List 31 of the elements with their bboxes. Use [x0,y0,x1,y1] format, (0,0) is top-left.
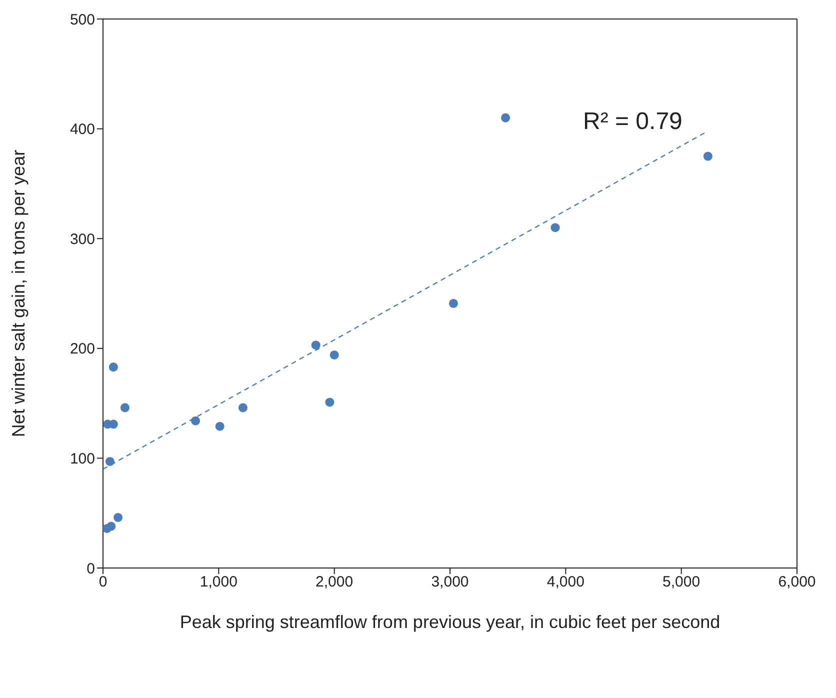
point [550,223,560,232]
y-tick-label: 100 [70,450,95,468]
x-tick-label: 6,000 [778,574,816,591]
point [215,422,224,431]
x-tick-label: 3,000 [431,574,469,591]
x-tick-label: 2,000 [316,574,354,591]
x-tick-label: 0 [98,574,108,591]
y-tick-label: 400 [70,121,95,138]
y-axis-title: Net winter salt gain, in tons per year [8,150,28,438]
point [238,403,248,412]
point [448,298,458,308]
point [108,362,118,372]
point [105,456,114,466]
point [325,398,334,407]
point [330,350,339,360]
y-tick-label: 0 [86,560,95,578]
y-tick-label: 500 [70,11,95,28]
x-tick-label: 1,000 [200,574,238,591]
point [120,403,130,412]
point [114,512,123,522]
x-tick-label: 4,000 [546,574,584,591]
x-tick-label: 5,000 [662,574,700,591]
point [103,524,112,533]
point [311,340,320,350]
y-tick-label: 300 [70,230,95,248]
x-axis-title: Peak spring streamflow from previous year, in cubic feet per second [180,612,720,632]
point [501,113,510,122]
y-tick-label: 200 [70,340,95,358]
annotation: R² = 0.79 [583,108,682,136]
point [191,416,200,426]
point [703,152,712,161]
